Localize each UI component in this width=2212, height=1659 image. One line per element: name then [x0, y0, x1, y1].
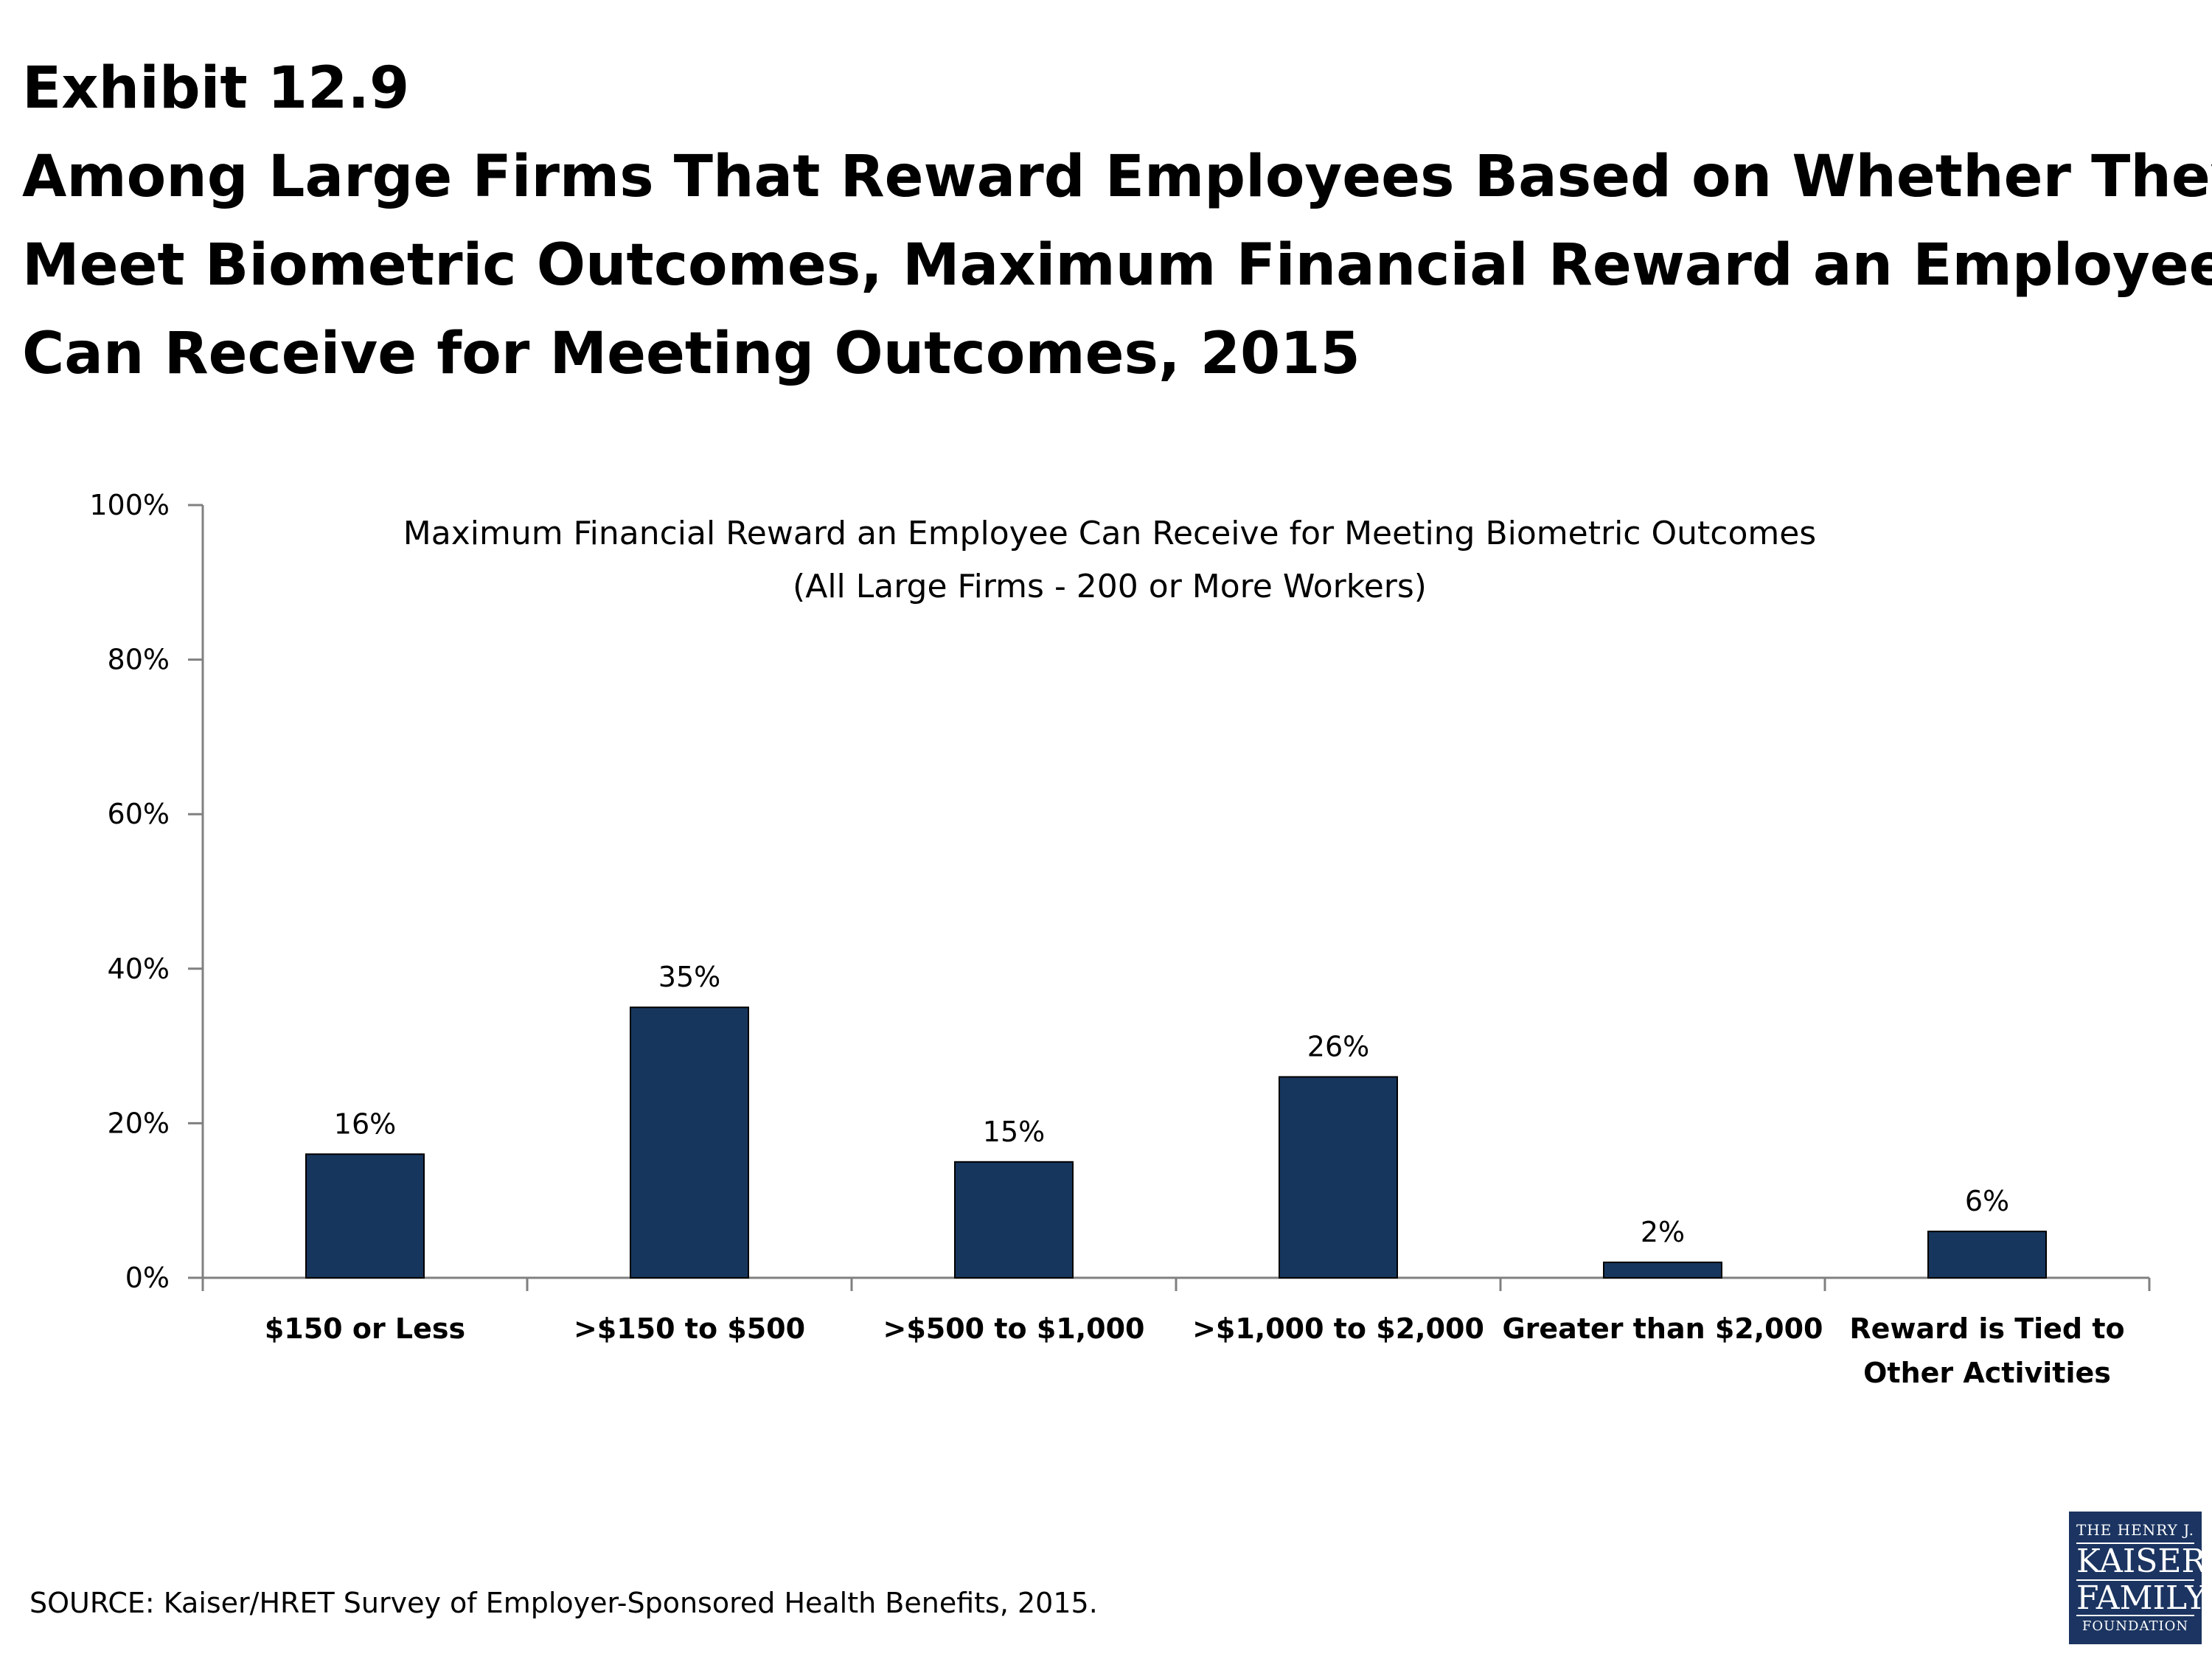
- logo-line-1: THE HENRY J.: [2076, 1521, 2195, 1539]
- data-label: 15%: [983, 1116, 1045, 1148]
- chart-bars: [305, 1006, 2047, 1279]
- logo-line-2: KAISER: [2076, 1543, 2206, 1581]
- category-label: >$150 to $500: [574, 1312, 805, 1345]
- y-tick-label: 60%: [108, 798, 170, 830]
- y-tick-label: 20%: [108, 1107, 170, 1139]
- y-tick-label: 0%: [125, 1262, 170, 1294]
- category-label: Greater than $2,000: [1502, 1312, 1823, 1345]
- y-tick-label: 80%: [108, 644, 170, 676]
- logo-line-3: FAMILY: [2076, 1579, 2207, 1617]
- chart-title-line-1: Maximum Financial Reward an Employee Can…: [403, 515, 1816, 552]
- exhibit-title-line-1: Exhibit 12.9: [22, 55, 410, 122]
- category-label: >$500 to $1,000: [883, 1312, 1145, 1345]
- bar-chart: Maximum Financial Reward an Employee Can…: [89, 489, 2151, 1389]
- y-tick-label: 100%: [89, 489, 170, 521]
- source-note: SOURCE: Kaiser/HRET Survey of Employer-S…: [29, 1587, 1098, 1619]
- exhibit-title-line-2: Among Large Firms That Reward Employees …: [22, 144, 2212, 210]
- data-label: 2%: [1641, 1216, 1685, 1248]
- bar: [1603, 1262, 1722, 1279]
- data-label: 16%: [334, 1107, 396, 1140]
- category-label: Other Activities: [1863, 1357, 2111, 1389]
- data-label: 26%: [1307, 1031, 1369, 1063]
- data-label: 6%: [1965, 1185, 2009, 1217]
- category-label: >$1,000 to $2,000: [1192, 1312, 1484, 1345]
- bar: [1279, 1076, 1398, 1279]
- logo-line-4: FOUNDATION: [2081, 1618, 2189, 1634]
- exhibit-title-line-4: Can Receive for Meeting Outcomes, 2015: [22, 321, 1360, 387]
- category-label: $150 or Less: [265, 1312, 465, 1345]
- exhibit-title: Exhibit 12.9 Among Large Firms That Rewa…: [22, 44, 2212, 398]
- bar: [1927, 1231, 2047, 1279]
- data-label: 35%: [658, 961, 720, 993]
- exhibit-title-line-3: Meet Biometric Outcomes, Maximum Financi…: [22, 232, 2212, 299]
- y-tick-label: 40%: [108, 953, 170, 985]
- kff-logo: THE HENRY J. KAISER FAMILY FOUNDATION: [2069, 1512, 2207, 1644]
- bar: [954, 1161, 1074, 1279]
- chart-axes: 0% 20% 40% 60% 80% 100%: [89, 489, 2151, 1294]
- bar: [630, 1006, 749, 1279]
- chart-title-line-2: (All Large Firms - 200 or More Workers): [793, 568, 1427, 605]
- bar: [305, 1153, 425, 1279]
- chart-title: Maximum Financial Reward an Employee Can…: [403, 515, 1816, 605]
- category-label: Reward is Tied to: [1849, 1312, 2124, 1345]
- chart-labels: 16% $150 or Less 35% >$150 to $500 15% >$500 …: [265, 961, 2125, 1389]
